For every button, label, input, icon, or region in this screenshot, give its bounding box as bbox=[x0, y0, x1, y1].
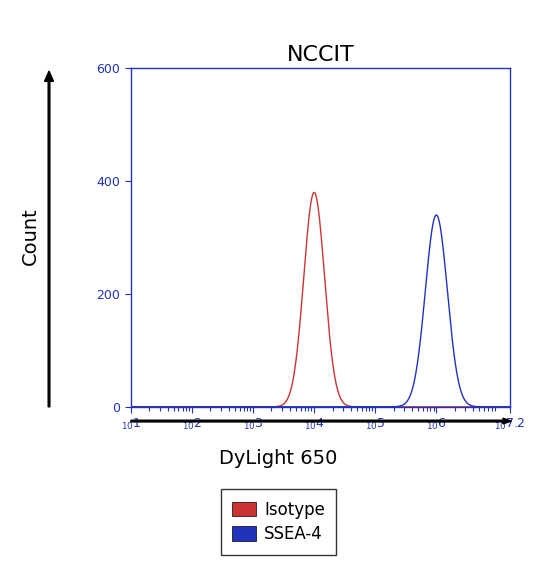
Legend: Isotype, SSEA-4: Isotype, SSEA-4 bbox=[221, 489, 336, 555]
Title: NCCIT: NCCIT bbox=[286, 46, 354, 65]
Text: DyLight 650: DyLight 650 bbox=[219, 448, 338, 468]
Text: Count: Count bbox=[21, 207, 40, 265]
